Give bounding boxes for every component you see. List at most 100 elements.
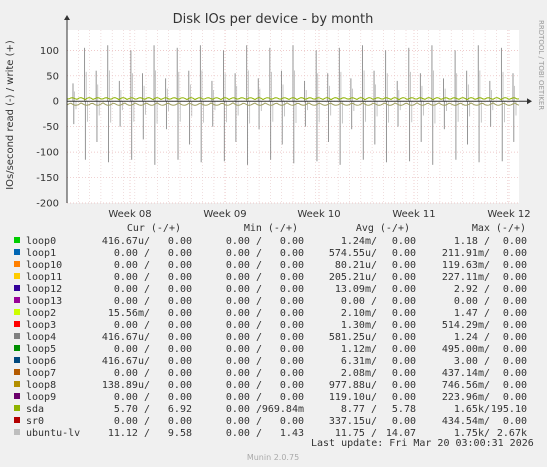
legend-max-read: 1.18 /	[454, 236, 490, 247]
legend-avg-read: 6.31m/	[341, 356, 377, 367]
legend-avg-read: 2.08m/	[341, 368, 377, 379]
legend-cur-read: 5.70 /	[114, 404, 150, 415]
legend-avg-read: 1.12m/	[341, 344, 377, 355]
legend-min-read: 0.00 /	[226, 296, 262, 307]
legend-swatch	[14, 237, 20, 243]
legend-header-min: Min (-/+)	[244, 223, 298, 234]
legend-cur-write: 0.00	[168, 332, 192, 343]
legend-min-read: 0.00 /	[226, 344, 262, 355]
legend-cur-write: 0.00	[168, 296, 192, 307]
legend-swatch	[14, 381, 20, 387]
legend-avg-read: 11.75 /	[335, 428, 377, 439]
legend-cur-write: 0.00	[168, 368, 192, 379]
legend-min-read: 0.00 /	[226, 332, 262, 343]
y-tick-label: 100	[40, 46, 59, 57]
legend-avg-write: 14.07	[386, 428, 416, 439]
legend-min-write: 0.00	[280, 332, 304, 343]
legend-series-name: ubuntu-lv	[26, 428, 80, 439]
legend-min-write: 0.00	[280, 416, 304, 427]
legend-cur-read: 0.00 /	[114, 260, 150, 271]
legend-series-name: sr0	[26, 416, 44, 427]
legend-series-name: loop11	[26, 272, 62, 283]
legend-max-write: 0.00	[503, 332, 527, 343]
legend-swatch	[14, 297, 20, 303]
legend-header-cur: Cur (-/+)	[127, 223, 181, 234]
legend-series-name: loop8	[26, 380, 56, 391]
legend-cur-read: 0.00 /	[114, 296, 150, 307]
legend-avg-write: 0.00	[392, 272, 416, 283]
legend-avg-read: 574.55u/	[329, 248, 377, 259]
legend-min-write: 0.00	[280, 368, 304, 379]
legend-swatch	[14, 321, 20, 327]
munin-version: Munin 2.0.75	[247, 453, 299, 462]
y-tick-label: -150	[36, 173, 59, 184]
legend-min-read: 0.00 /	[226, 404, 262, 415]
legend-max-read: 514.29m/	[442, 320, 490, 331]
legend-min-read: 0.00 /	[226, 284, 262, 295]
sda-write-line	[66, 97, 520, 101]
legend-cur-write: 0.00	[168, 416, 192, 427]
plot-area: 100 50 0 -50 -100 -150 -200 Week 08 Week 09 Week …	[36, 15, 532, 220]
legend-max-read: 746.56m/	[442, 380, 490, 391]
legend-series-name: loop12	[26, 284, 62, 295]
legend-swatch	[14, 309, 20, 315]
legend-min-write: 0.00	[280, 380, 304, 391]
legend-avg-read: 0.00 /	[341, 296, 377, 307]
legend-swatch	[14, 261, 20, 267]
y-axis-arrow	[64, 15, 70, 20]
legend-cur-read: 15.56m/	[108, 308, 150, 319]
rrdtool-credit: RRDTOOL / TOBI OETIKER	[537, 20, 545, 110]
y-tick-label: -100	[36, 148, 59, 159]
legend-cur-read: 0.00 /	[114, 392, 150, 403]
legend-series-name: loop3	[26, 320, 56, 331]
legend-swatch	[14, 393, 20, 399]
legend-min-write: 0.00	[280, 272, 304, 283]
legend-cur-read: 0.00 /	[114, 248, 150, 259]
legend-cur-read: 416.67u/	[102, 332, 150, 343]
legend-max-write: 2.67k	[497, 428, 527, 439]
legend-max-write: 0.00	[503, 368, 527, 379]
legend-min-read: 0.00 /	[226, 236, 262, 247]
legend-max-read: 2.92 /	[454, 284, 490, 295]
legend-swatch	[14, 417, 20, 423]
legend-avg-read: 1.30m/	[341, 320, 377, 331]
legend-min-write: 0.00	[280, 320, 304, 331]
x-tick-label: Week 08	[108, 209, 151, 220]
legend-min-read: 0.00 /	[226, 260, 262, 271]
legend-max-write: 0.00	[503, 344, 527, 355]
last-update: Last update: Fri Mar 20 03:00:31 2026	[311, 438, 534, 449]
legend-min-read: 0.00 /	[226, 428, 262, 439]
legend-min-write: 969.84m	[262, 404, 304, 415]
legend-max-read: 1.47 /	[454, 308, 490, 319]
legend-min-write: 0.00	[280, 296, 304, 307]
legend-avg-write: 0.00	[392, 320, 416, 331]
legend-cur-write: 6.92	[168, 404, 192, 415]
legend-series-name: loop9	[26, 392, 56, 403]
legend-cur-read: 0.00 /	[114, 320, 150, 331]
legend-max-read: 495.00m/	[442, 344, 490, 355]
legend-avg-write: 0.00	[392, 392, 416, 403]
legend-max-read: 3.00 /	[454, 356, 490, 367]
legend-min-write: 0.00	[280, 248, 304, 259]
legend-max-read: 1.65k/	[454, 404, 490, 415]
legend-cur-read: 0.00 /	[114, 284, 150, 295]
legend-max-read: 227.11m/	[442, 272, 490, 283]
legend-swatch	[14, 405, 20, 411]
legend-cur-read: 416.67u/	[102, 356, 150, 367]
legend-max-write: 0.00	[503, 296, 527, 307]
legend-avg-write: 5.78	[392, 404, 416, 415]
legend-cur-write: 0.00	[168, 344, 192, 355]
legend-avg-read: 205.21u/	[329, 272, 377, 283]
legend-avg-read: 2.10m/	[341, 308, 377, 319]
legend-min-read: 0.00 /	[226, 416, 262, 427]
legend-swatch	[14, 429, 20, 435]
legend-avg-write: 0.00	[392, 308, 416, 319]
grid	[67, 30, 519, 204]
legend-avg-write: 0.00	[392, 380, 416, 391]
legend-cur-read: 0.00 /	[114, 368, 150, 379]
legend-avg-write: 0.00	[392, 236, 416, 247]
legend-cur-read: 0.00 /	[114, 344, 150, 355]
legend-series-name: loop0	[26, 236, 56, 247]
legend-avg-write: 0.00	[392, 332, 416, 343]
